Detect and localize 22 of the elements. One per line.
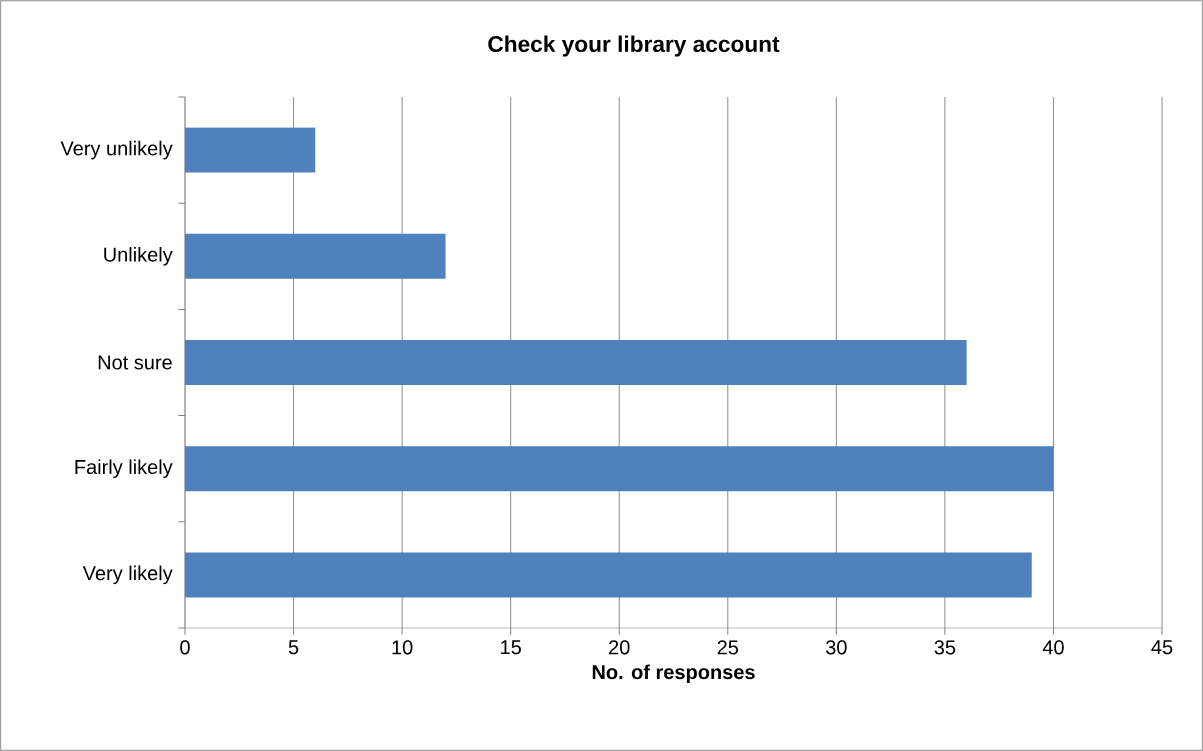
- x-tick-label: 10: [392, 640, 413, 655]
- bar: [185, 340, 967, 386]
- x-tick-label: 0: [180, 640, 190, 655]
- x-tick-label: 20: [609, 640, 630, 655]
- y-tick-label: Fairly likely: [75, 459, 173, 479]
- chart-title: Check your library account: [488, 35, 780, 57]
- x-tick-label: 35: [934, 640, 956, 655]
- x-tick-label: 25: [717, 640, 739, 655]
- bar: [185, 127, 316, 173]
- bar: [185, 233, 446, 279]
- x-tick-label: 45: [1151, 640, 1173, 655]
- x-tick-label: 15: [501, 640, 521, 655]
- x-tick-label: 40: [1042, 640, 1064, 655]
- x-tick-label: 5: [288, 640, 299, 655]
- bar: [185, 446, 1054, 492]
- y-tick-label: Very likely: [82, 565, 173, 585]
- x-tick-label: 30: [825, 640, 847, 655]
- x-axis-title: No. of responses: [592, 664, 755, 684]
- y-tick-label: Very unlikely: [60, 140, 173, 160]
- bar: [185, 552, 1032, 598]
- y-tick-label: Not sure: [98, 355, 172, 370]
- y-tick-label: Unlikely: [104, 246, 173, 266]
